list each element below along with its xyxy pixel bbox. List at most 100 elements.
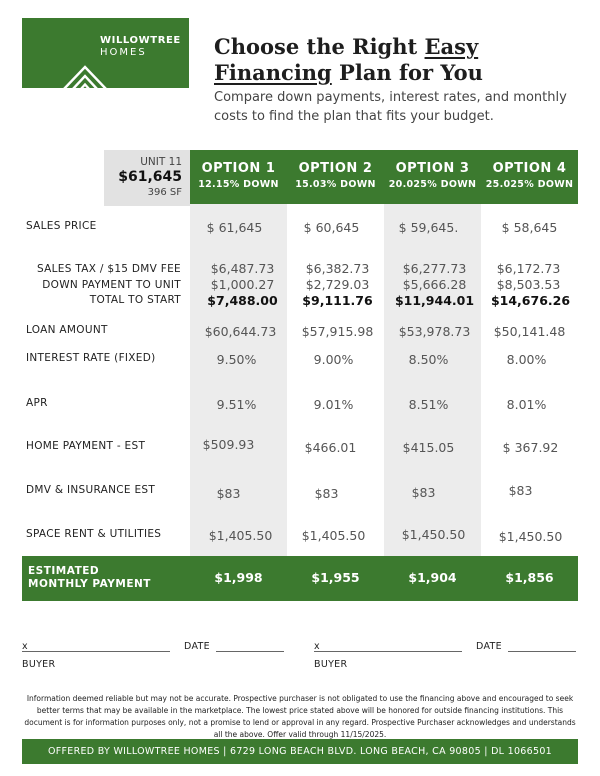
option-2-header: OPTION 2 15.03% DOWN xyxy=(287,150,384,204)
option-down: 15.03% DOWN xyxy=(295,179,376,190)
label-apr: APR xyxy=(26,397,48,409)
label-dmv-insurance: DMV & INSURANCE EST xyxy=(26,484,156,496)
label-group-start-costs: SALES TAX / $15 DMV FEE DOWN PAYMENT TO … xyxy=(26,262,181,309)
value-sales-tax-opt2: $6,382.73 xyxy=(305,261,370,276)
estimated-monthly-payment-row: ESTIMATED MONTHLY PAYMENT $1,998 $1,955 … xyxy=(22,556,578,601)
value-space-rent-opt2: $1,405.50 xyxy=(301,528,366,543)
label-home-payment: HOME PAYMENT - EST xyxy=(26,440,146,452)
label-total-to-start: TOTAL TO START xyxy=(89,294,181,306)
value-dmv-insurance-opt4: $83 xyxy=(508,483,533,498)
option-down: 12.15% DOWN xyxy=(198,179,279,190)
brand-logo-block xyxy=(22,18,189,91)
buyer1-date-line[interactable] xyxy=(216,651,284,652)
footer-bar: OFFERED BY WILLOWTREE HOMES | 6729 LONG … xyxy=(22,739,578,764)
label-estimated: ESTIMATED xyxy=(28,565,100,577)
value-down-payment-opt1: $1,000.27 xyxy=(210,277,275,292)
value-total-to-start-opt1: $7,488.00 xyxy=(207,293,278,308)
value-apr-opt3: 8.51% xyxy=(408,397,449,412)
buyer2-signature-line[interactable] xyxy=(314,651,462,652)
value-interest-rate-opt2: 9.00% xyxy=(313,352,354,367)
page-title: Choose the Right Easy Financing Plan for… xyxy=(214,34,584,86)
value-loan-amount-opt1: $60,644.73 xyxy=(204,324,277,339)
option-4-header: OPTION 4 25.025% DOWN xyxy=(481,150,578,204)
label-interest-rate: INTEREST RATE (FIXED) xyxy=(26,352,156,364)
label-space-rent: SPACE RENT & UTILITIES xyxy=(26,528,162,540)
option-3-column-shade xyxy=(384,204,481,556)
value-home-payment-opt3: $415.05 xyxy=(402,440,455,455)
option-title: OPTION 2 xyxy=(298,161,373,176)
title-underline-easy: Easy xyxy=(424,34,479,59)
value-sales-tax-opt4: $6,172.73 xyxy=(496,261,561,276)
value-home-payment-opt4: $ 367.92 xyxy=(502,440,559,455)
brand-name: WILLOWTREE HOMES xyxy=(100,35,181,59)
value-loan-amount-opt4: $50,141.48 xyxy=(493,324,566,339)
unit-summary: UNIT 11 $61,645 396 SF xyxy=(104,150,190,206)
title-underline-financing: Financing xyxy=(214,60,332,85)
value-apr-opt2: 9.01% xyxy=(313,397,354,412)
value-sales-tax-opt3: $6,277.73 xyxy=(402,261,467,276)
value-down-payment-opt2: $2,729.03 xyxy=(305,277,370,292)
value-sales-price-opt4: $ 58,645 xyxy=(501,220,558,235)
house-roof-icon xyxy=(62,65,108,91)
value-total-to-start-opt2: $9,111.76 xyxy=(302,293,373,308)
title-part1: Choose the Right xyxy=(214,34,425,59)
unit-size: 396 SF xyxy=(147,187,182,198)
value-space-rent-opt1: $1,405.50 xyxy=(208,528,273,543)
label-monthly-payment: MONTHLY PAYMENT xyxy=(28,578,151,590)
option-title: OPTION 4 xyxy=(492,161,567,176)
unit-label: UNIT 11 xyxy=(140,156,182,168)
value-space-rent-opt4: $1,450.50 xyxy=(498,529,563,544)
page-subtitle: Compare down payments, interest rates, a… xyxy=(214,90,567,124)
label-sales-tax: SALES TAX / $15 DMV FEE xyxy=(37,263,181,275)
value-est-monthly-opt2: $1,955 xyxy=(311,570,360,585)
buyer1-signature-line[interactable] xyxy=(22,651,170,652)
value-loan-amount-opt3: $53,978.73 xyxy=(398,324,471,339)
option-title: OPTION 3 xyxy=(395,161,470,176)
option-3-header: OPTION 3 20.025% DOWN xyxy=(384,150,481,204)
brand-name-line1: WILLOWTREE xyxy=(100,35,181,46)
label-loan-amount: LOAN AMOUNT xyxy=(26,324,108,336)
title-part2: Plan for You xyxy=(331,60,483,85)
value-est-monthly-opt3: $1,904 xyxy=(408,570,457,585)
value-down-payment-opt4: $8,503.53 xyxy=(496,277,561,292)
value-dmv-insurance-opt1: $83 xyxy=(216,486,241,501)
options-header: OPTION 1 12.15% DOWN OPTION 2 15.03% DOW… xyxy=(190,150,578,204)
option-down: 25.025% DOWN xyxy=(485,179,574,190)
option-1-header: OPTION 1 12.15% DOWN xyxy=(190,150,287,204)
value-dmv-insurance-opt3: $83 xyxy=(411,485,436,500)
buyer2-date-label: DATE xyxy=(476,641,502,652)
disclaimer-text: Information deemed reliable but may not … xyxy=(24,694,576,739)
buyer2-label: BUYER xyxy=(314,659,348,670)
option-title: OPTION 1 xyxy=(201,161,276,176)
brand-name-line2: HOMES xyxy=(100,47,147,58)
value-est-monthly-opt1: $1,998 xyxy=(214,570,263,585)
buyer1-label: BUYER xyxy=(22,659,56,670)
value-sales-price-opt2: $ 60,645 xyxy=(303,220,360,235)
option-down: 20.025% DOWN xyxy=(388,179,477,190)
value-sales-price-opt1: $ 61,645 xyxy=(206,220,263,235)
buyer2-date-line[interactable] xyxy=(508,651,576,652)
value-down-payment-opt3: $5,666.28 xyxy=(402,277,467,292)
value-total-to-start-opt4: $14,676.26 xyxy=(490,293,571,308)
value-space-rent-opt3: $1,450.50 xyxy=(401,527,466,542)
unit-price: $61,645 xyxy=(118,169,182,185)
value-interest-rate-opt4: 8.00% xyxy=(506,352,547,367)
option-1-column-shade xyxy=(190,204,287,556)
buyer1-date-label: DATE xyxy=(184,641,210,652)
value-sales-tax-opt1: $6,487.73 xyxy=(210,261,275,276)
label-down-payment: DOWN PAYMENT TO UNIT xyxy=(42,278,181,291)
value-interest-rate-opt3: 8.50% xyxy=(408,352,449,367)
value-interest-rate-opt1: 9.50% xyxy=(216,352,257,367)
buyer2-x-mark: x xyxy=(314,641,320,652)
label-sales-price: SALES PRICE xyxy=(26,220,97,232)
value-apr-opt4: 8.01% xyxy=(506,397,547,412)
value-total-to-start-opt3: $11,944.01 xyxy=(394,293,475,308)
value-sales-price-opt3: $ 59,645. xyxy=(398,220,459,235)
value-dmv-insurance-opt2: $83 xyxy=(314,486,339,501)
value-apr-opt1: 9.51% xyxy=(216,397,257,412)
value-loan-amount-opt2: $57,915.98 xyxy=(301,324,374,339)
value-home-payment-opt2: $466.01 xyxy=(304,440,357,455)
label-estimated-monthly: ESTIMATED MONTHLY PAYMENT xyxy=(28,565,151,591)
buyer1-x-mark: x xyxy=(22,641,28,652)
value-est-monthly-opt4: $1,856 xyxy=(505,570,554,585)
